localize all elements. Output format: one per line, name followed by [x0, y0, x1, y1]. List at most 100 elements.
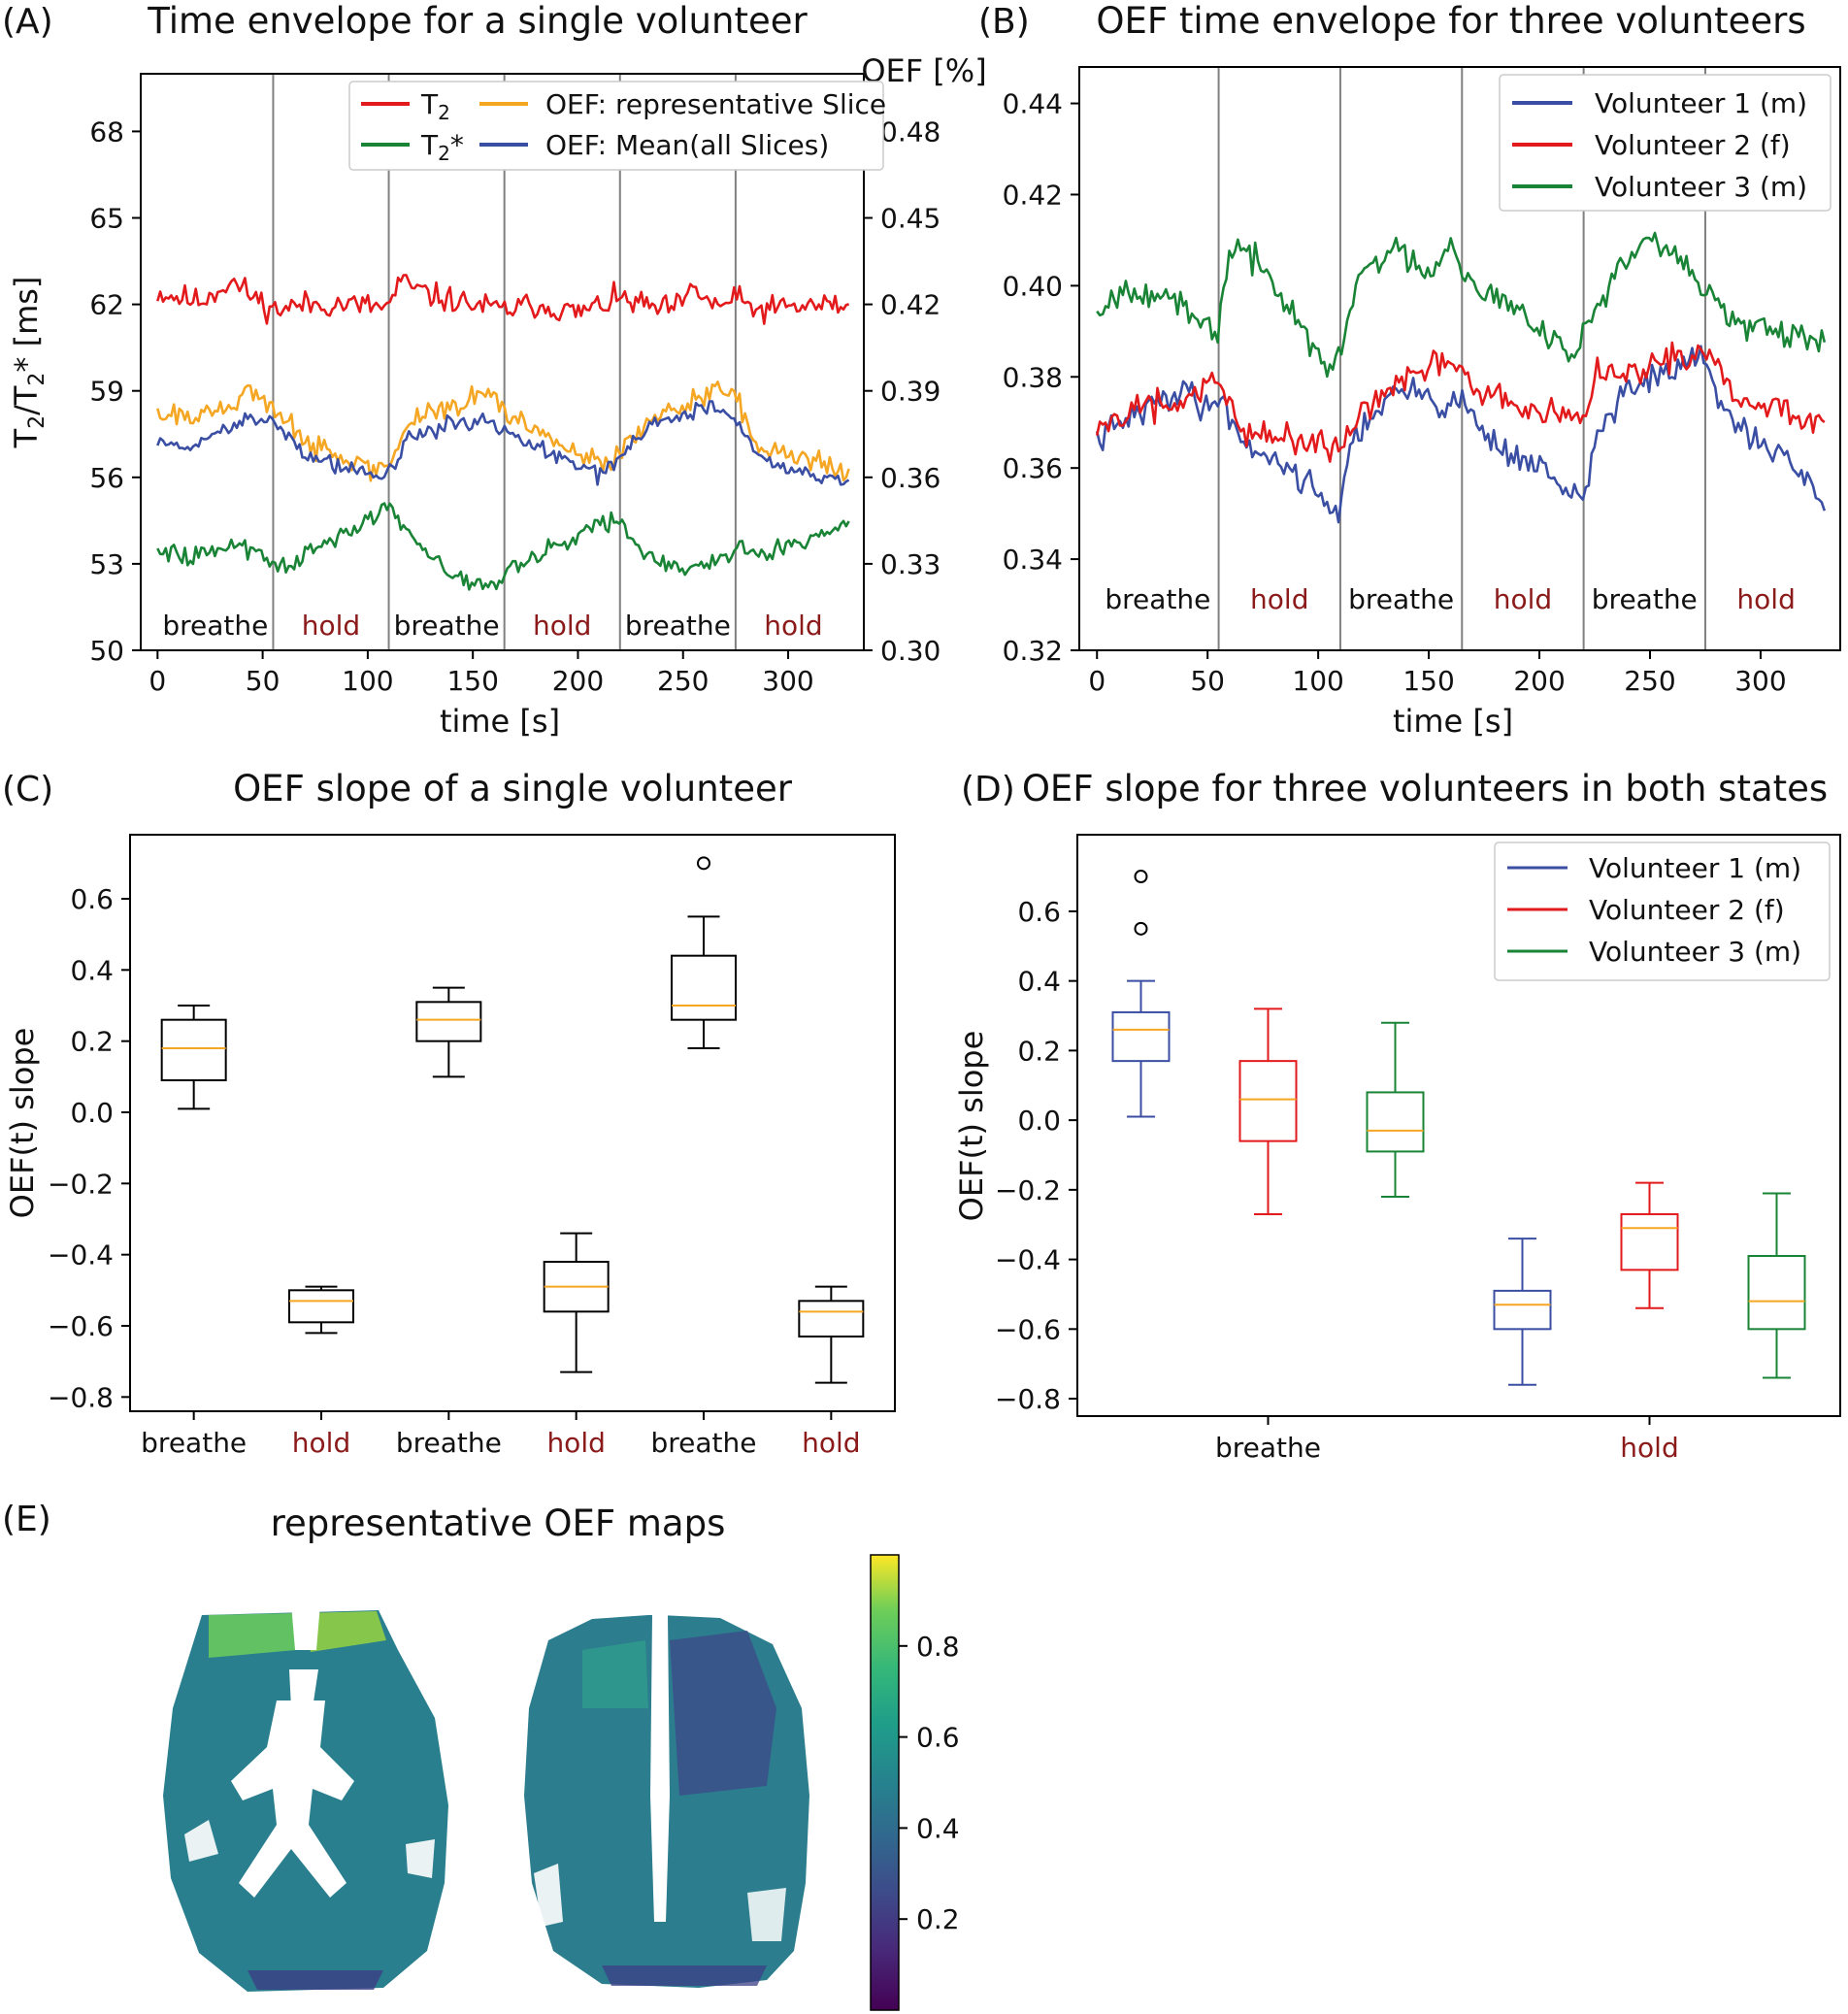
- x-tick-label: 50: [1190, 665, 1225, 697]
- colorbar-tick-label: 0.8: [916, 1631, 960, 1663]
- series-oef-representative-slice: [156, 380, 850, 482]
- legend-label-d-volunteer-3: Volunteer 3 (m): [1589, 936, 1801, 968]
- series-volunteer-2: [1095, 341, 1826, 463]
- box-3-breathe: [415, 986, 482, 1078]
- panel-d-y-axis-label: OEF(t) slope: [953, 1031, 990, 1222]
- panel-b-title: OEF time envelope for three volunteers: [1096, 0, 1805, 42]
- panel-b-phase-labels: breathe hold breathe hold breathe hold: [1105, 583, 1795, 615]
- colorbar-tick-label: 0.2: [916, 1903, 960, 1935]
- panel-c-label: (C): [2, 770, 53, 809]
- legend-label-d-volunteer-2: Volunteer 2 (f): [1589, 894, 1785, 926]
- panel-c-boxes: [160, 856, 865, 1384]
- x-tick-label: 250: [1624, 665, 1675, 697]
- panel-a-x-ticks: 0 50 100 150 200 250 300: [148, 650, 814, 697]
- legend-label-volunteer-2: Volunteer 2 (f): [1595, 129, 1791, 161]
- series-t2-: [156, 502, 850, 591]
- y-right-tick-label: 0.33: [880, 548, 940, 580]
- y-tick-label: 0.44: [1003, 88, 1063, 120]
- phase-label-breathe: breathe: [1592, 583, 1698, 615]
- legend-label-volunteer-1: Volunteer 1 (m): [1595, 87, 1807, 119]
- y-tick-label: −0.8: [995, 1383, 1061, 1415]
- x-tick-label-breathe: breathe: [396, 1427, 502, 1459]
- panel-e-title: representative OEF maps: [271, 1502, 726, 1544]
- panel-d-y-ticks: −0.8 −0.6 −0.4 −0.2 0.0 0.2 0.4 0.6: [995, 896, 1077, 1415]
- box-outlier: [697, 856, 710, 871]
- y-tick-label: −0.2: [995, 1174, 1061, 1206]
- colorbar-tick-label: 0.6: [916, 1722, 960, 1754]
- y-tick-label: 50: [89, 635, 124, 667]
- phase-label-hold: hold: [1736, 583, 1795, 615]
- colorbar: [870, 1554, 900, 2011]
- x-tick-label: 200: [1513, 665, 1565, 697]
- panel-a-y-ticks: 50 53 56 59 62 65 68: [89, 116, 141, 667]
- y-tick-label: 59: [89, 376, 124, 408]
- box-volunteer-3-breathe: [1366, 1021, 1425, 1199]
- y-tick-label: 0.6: [70, 883, 114, 915]
- box-5-breathe: [671, 856, 737, 1049]
- y-tick-label: −0.4: [995, 1244, 1061, 1276]
- panel-b-plot-frame: [1078, 66, 1841, 651]
- phase-label-hold: hold: [1250, 583, 1308, 615]
- box-iqr: [1747, 1255, 1806, 1331]
- y-tick-label: 0.0: [1017, 1105, 1061, 1137]
- x-tick-label-hold: hold: [546, 1427, 605, 1459]
- box-iqr: [671, 954, 737, 1021]
- panel-a-title: Time envelope for a single volunteer: [147, 0, 808, 42]
- x-tick-label: 0: [148, 665, 166, 697]
- box-volunteer-2-hold: [1620, 1181, 1679, 1309]
- y-tick-label: 0.2: [70, 1026, 114, 1058]
- y-tick-label: 53: [89, 548, 124, 580]
- legend-label-d-volunteer-1: Volunteer 1 (m): [1589, 852, 1801, 884]
- panel-a-label: (A): [2, 2, 53, 42]
- box-iqr: [1111, 1010, 1171, 1063]
- midline-slice-2: [650, 1615, 670, 1922]
- panel-b: (B) OEF time envelope for three voluntee…: [978, 0, 1841, 740]
- box-iqr: [1493, 1289, 1552, 1331]
- phase-label-hold: hold: [764, 610, 822, 642]
- colorbar-ticks: 0.2 0.4 0.6 0.8: [899, 1631, 960, 1935]
- panel-e: (E) representative OEF maps 0.2 0.4 0.6 0.8: [2, 1500, 960, 2011]
- y-tick-label: 0.6: [1017, 896, 1061, 928]
- panel-d-legend: Volunteer 1 (m) Volunteer 2 (f) Voluntee…: [1494, 842, 1831, 981]
- y-tick-label: 0.0: [70, 1097, 114, 1129]
- x-tick-label: 300: [762, 665, 813, 697]
- legend-label-volunteer-3: Volunteer 3 (m): [1595, 171, 1807, 203]
- panel-c-title: OEF slope of a single volunteer: [233, 768, 793, 809]
- y-tick-label: 68: [89, 116, 124, 148]
- x-tick-label-hold: hold: [292, 1427, 350, 1459]
- box-outlier: [1134, 870, 1148, 884]
- oef-map-slice-1: [163, 1603, 448, 1992]
- panel-a-legend: T2 T2* OEF: representative Slice OEF: Me…: [348, 81, 886, 171]
- panel-b-y-ticks: 0.32 0.34 0.36 0.38 0.40 0.42 0.44: [1003, 88, 1079, 667]
- colorbar-tick-label: 0.4: [916, 1812, 960, 1844]
- panel-b-label: (B): [978, 2, 1030, 42]
- box-4-hold: [543, 1232, 610, 1373]
- box-iqr: [1238, 1060, 1298, 1142]
- y-right-tick-label: 0.42: [880, 289, 940, 321]
- y-tick-label: 0.42: [1003, 179, 1063, 211]
- x-tick-label: 250: [657, 665, 709, 697]
- x-tick-label: 300: [1734, 665, 1786, 697]
- series-volunteer-3: [1096, 231, 1827, 379]
- x-tick-label: 0: [1088, 665, 1106, 697]
- panel-c-y-axis-label: OEF(t) slope: [4, 1028, 41, 1219]
- phase-label-hold: hold: [533, 610, 591, 642]
- x-tick-label: 150: [1402, 665, 1454, 697]
- y-right-tick-label: 0.48: [880, 116, 940, 148]
- y-tick-label: 0.4: [1017, 966, 1061, 998]
- box-iqr: [288, 1289, 354, 1324]
- legend-label-t2: T2: [420, 88, 450, 124]
- box-volunteer-1-breathe: [1111, 870, 1171, 1118]
- box-6-hold: [798, 1285, 865, 1384]
- y-tick-label: −0.4: [48, 1239, 114, 1271]
- panel-a-x-axis-label: time [s]: [440, 703, 560, 740]
- panel-a-y-ticks-right: 0.30 0.33 0.36 0.39 0.42 0.45 0.48: [864, 116, 940, 667]
- y-tick-label: 0.40: [1003, 270, 1063, 302]
- x-tick-label: 100: [342, 665, 393, 697]
- x-tick-label: 100: [1292, 665, 1343, 697]
- box-outlier: [1134, 921, 1148, 936]
- box-iqr: [160, 1018, 227, 1081]
- y-tick-label: −0.8: [48, 1381, 114, 1413]
- phase-label-hold: hold: [302, 610, 360, 642]
